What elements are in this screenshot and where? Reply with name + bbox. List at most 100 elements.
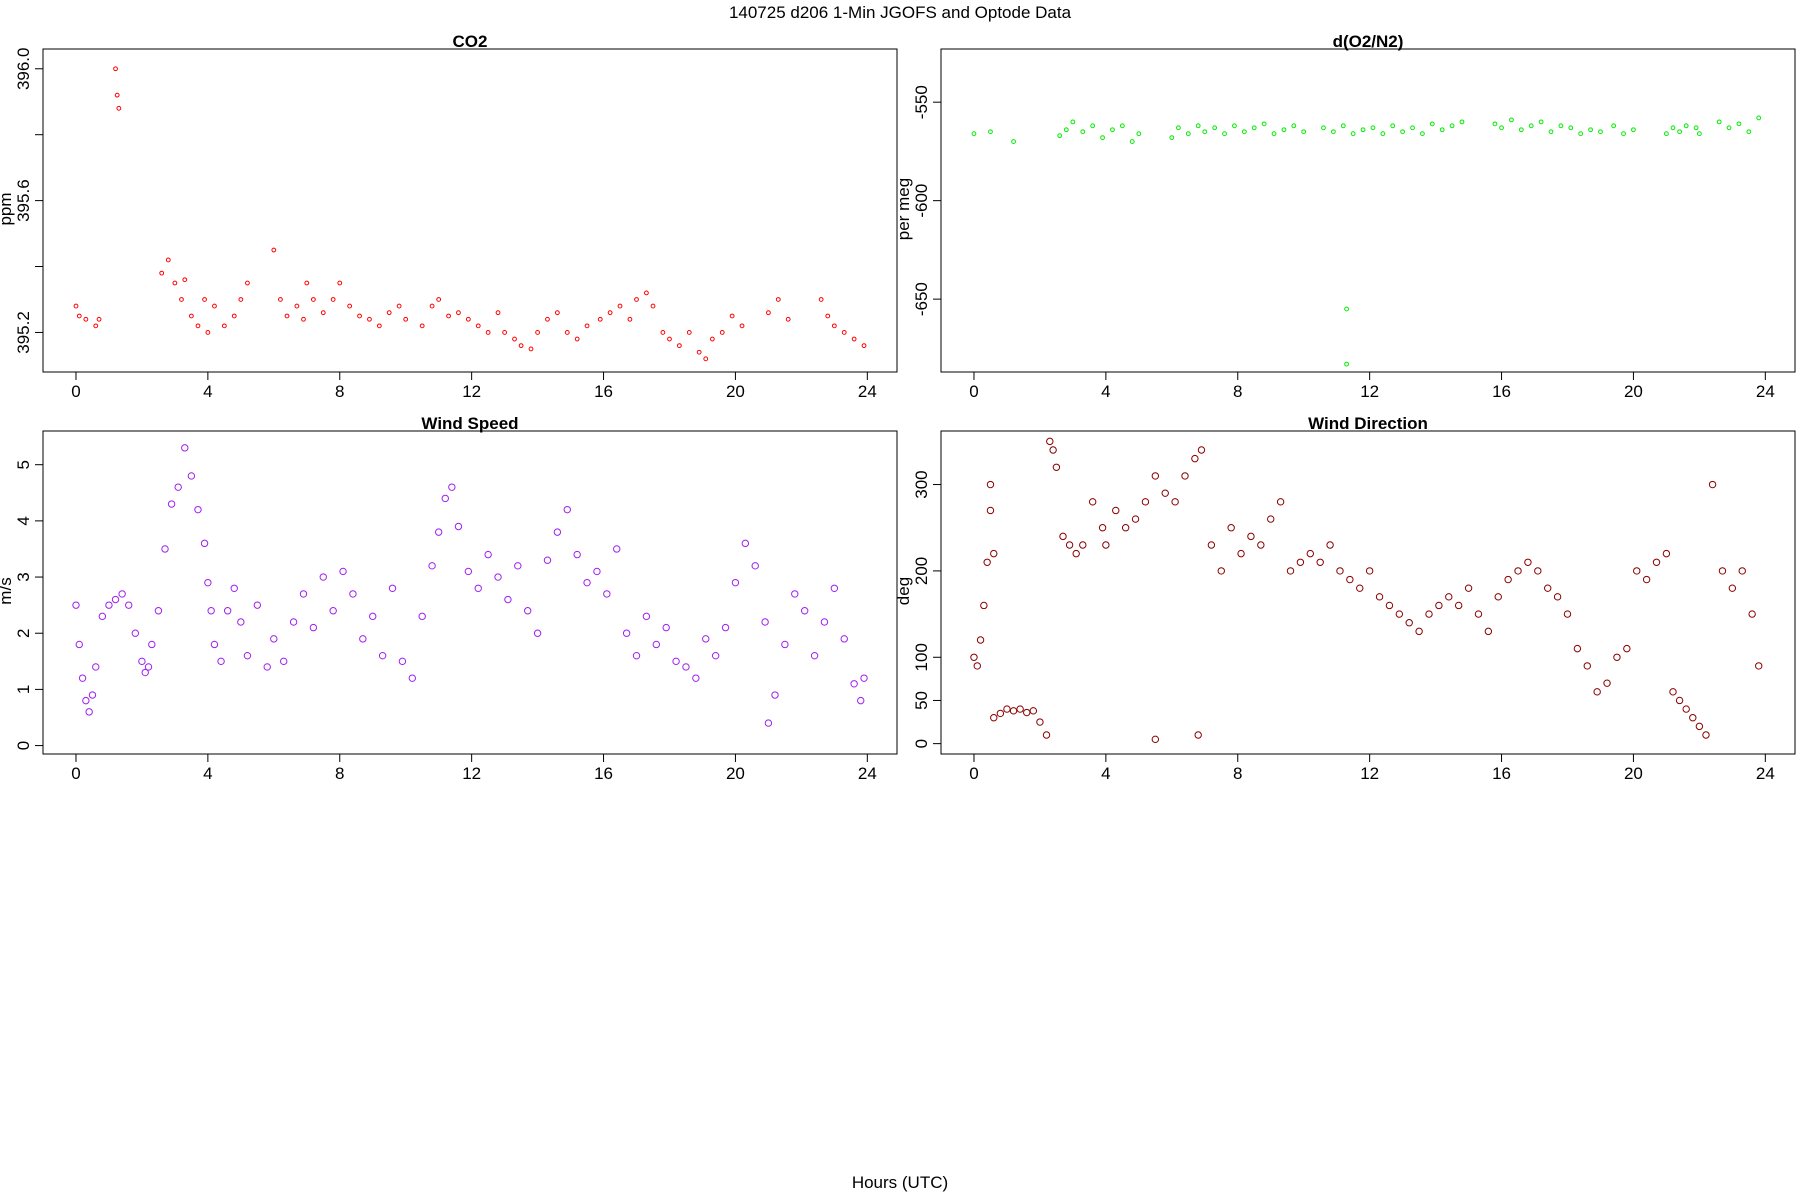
wind-direction-point <box>1267 515 1275 523</box>
wind-speed-ytick-label: 5 <box>14 460 33 469</box>
wind-speed-point <box>840 635 848 643</box>
wind-speed-point <box>448 483 456 491</box>
wind-direction-point <box>1623 644 1631 653</box>
o2n2-point <box>1136 131 1142 137</box>
o2n2-ytick-label: -550 <box>912 85 931 119</box>
wind-speed-point <box>174 483 182 491</box>
wind-speed-point <box>359 635 367 643</box>
o2n2-point <box>1350 131 1356 137</box>
wind-speed-ytick-label: 2 <box>14 628 33 637</box>
wind-speed-point <box>167 500 176 508</box>
wind-speed-point <box>289 618 298 626</box>
wind-speed-point <box>533 629 542 637</box>
wind-direction-point <box>1708 480 1717 489</box>
wind-direction-point <box>1748 610 1756 618</box>
co2-ytick-label: 395.2 <box>14 311 33 354</box>
wind-speed-point <box>603 590 611 598</box>
wind-speed-point <box>857 696 865 705</box>
co2-point <box>703 356 709 362</box>
o2n2-point <box>1340 123 1346 129</box>
wind-direction-point <box>1425 610 1433 618</box>
o2n2-point <box>1598 129 1603 135</box>
wind-speed-point <box>105 601 113 609</box>
co2-point <box>436 297 442 302</box>
wind-direction-ytick-label: 100 <box>912 643 931 671</box>
wind-direction-point <box>1112 506 1120 515</box>
co2-xtick-label: 4 <box>203 382 212 401</box>
wind-speed-point <box>464 567 473 576</box>
co2-point <box>202 297 207 302</box>
co2-point <box>165 257 171 263</box>
co2-point <box>113 66 118 72</box>
co2-point <box>719 330 725 335</box>
o2n2-point <box>1321 125 1326 131</box>
wind-speed-point <box>692 674 700 682</box>
wind-speed-point <box>339 567 347 576</box>
wind-direction-point <box>1633 567 1641 575</box>
wind-direction-point <box>1695 722 1704 731</box>
co2-point <box>301 316 306 322</box>
wind-speed-xtick-label: 0 <box>71 764 80 783</box>
co2-point <box>205 330 211 335</box>
o2n2-panel: d(O2/N2) 0 4 8 12 16 20 24 -650 -600 -550 per meg <box>894 32 1796 401</box>
wind-direction-point <box>1675 696 1684 705</box>
wind-direction-point <box>1257 541 1265 549</box>
o2n2-point <box>1100 135 1105 141</box>
wind-speed-point <box>144 663 153 671</box>
co2-point <box>465 316 471 322</box>
wind-speed-point <box>672 657 680 666</box>
wind-speed-point <box>504 595 512 604</box>
wind-direction-point <box>1207 541 1216 549</box>
wind-speed-point <box>207 607 215 615</box>
co2-ytick-label: 395.6 <box>14 179 33 222</box>
wind-speed-ytick-label: 4 <box>14 516 33 525</box>
wind-speed-point <box>125 601 133 609</box>
o2n2-xtick-label: 0 <box>969 382 978 401</box>
wind-direction-point <box>1728 584 1737 592</box>
wind-direction-xtick-label: 24 <box>1756 764 1775 783</box>
wind-direction-point <box>1573 644 1582 653</box>
o2n2-point <box>1509 117 1514 123</box>
wind-direction-point <box>1072 549 1080 558</box>
wind-speed-ytick-label: 1 <box>14 685 33 694</box>
wind-speed-point <box>329 607 337 615</box>
wind-direction-point <box>1504 575 1512 584</box>
o2n2-point <box>1518 127 1524 133</box>
wind-speed-point <box>781 640 789 649</box>
wind-speed-point <box>78 674 87 682</box>
co2-point <box>607 310 613 316</box>
wind-direction-point <box>1049 446 1057 454</box>
wind-direction-point <box>1088 498 1097 506</box>
wind-speed-point <box>200 539 209 548</box>
wind-direction-point <box>1454 601 1463 610</box>
wind-direction-point <box>1046 437 1054 446</box>
co2-ytick-label: 396.0 <box>14 48 33 91</box>
o2n2-point <box>1631 127 1636 133</box>
o2n2-point <box>1558 123 1564 129</box>
wind-direction-point <box>1718 567 1727 575</box>
wind-direction-point <box>1151 735 1160 744</box>
co2-point <box>96 316 102 322</box>
o2n2-series <box>971 115 1762 367</box>
co2-point <box>304 280 310 286</box>
wind-speed-point <box>194 505 202 514</box>
o2n2-point <box>1746 129 1752 135</box>
co2-point <box>456 310 461 316</box>
co2-point <box>367 316 372 322</box>
wind-direction-xtick-label: 8 <box>1233 764 1242 783</box>
wind-speed-series <box>72 444 868 727</box>
o2n2-point <box>1110 127 1115 133</box>
o2n2-point <box>1380 131 1386 137</box>
co2-point <box>403 316 409 322</box>
o2n2-point <box>1390 123 1396 129</box>
o2n2-point <box>1410 125 1415 131</box>
wind-speed-point <box>622 629 631 637</box>
o2n2-point <box>1344 306 1349 312</box>
wind-speed-point <box>771 691 779 699</box>
wind-direction-point <box>1065 541 1074 549</box>
wind-speed-point <box>204 578 212 587</box>
o2n2-point <box>1195 123 1201 129</box>
co2-point <box>271 247 277 253</box>
wind-direction-point <box>1181 472 1189 480</box>
